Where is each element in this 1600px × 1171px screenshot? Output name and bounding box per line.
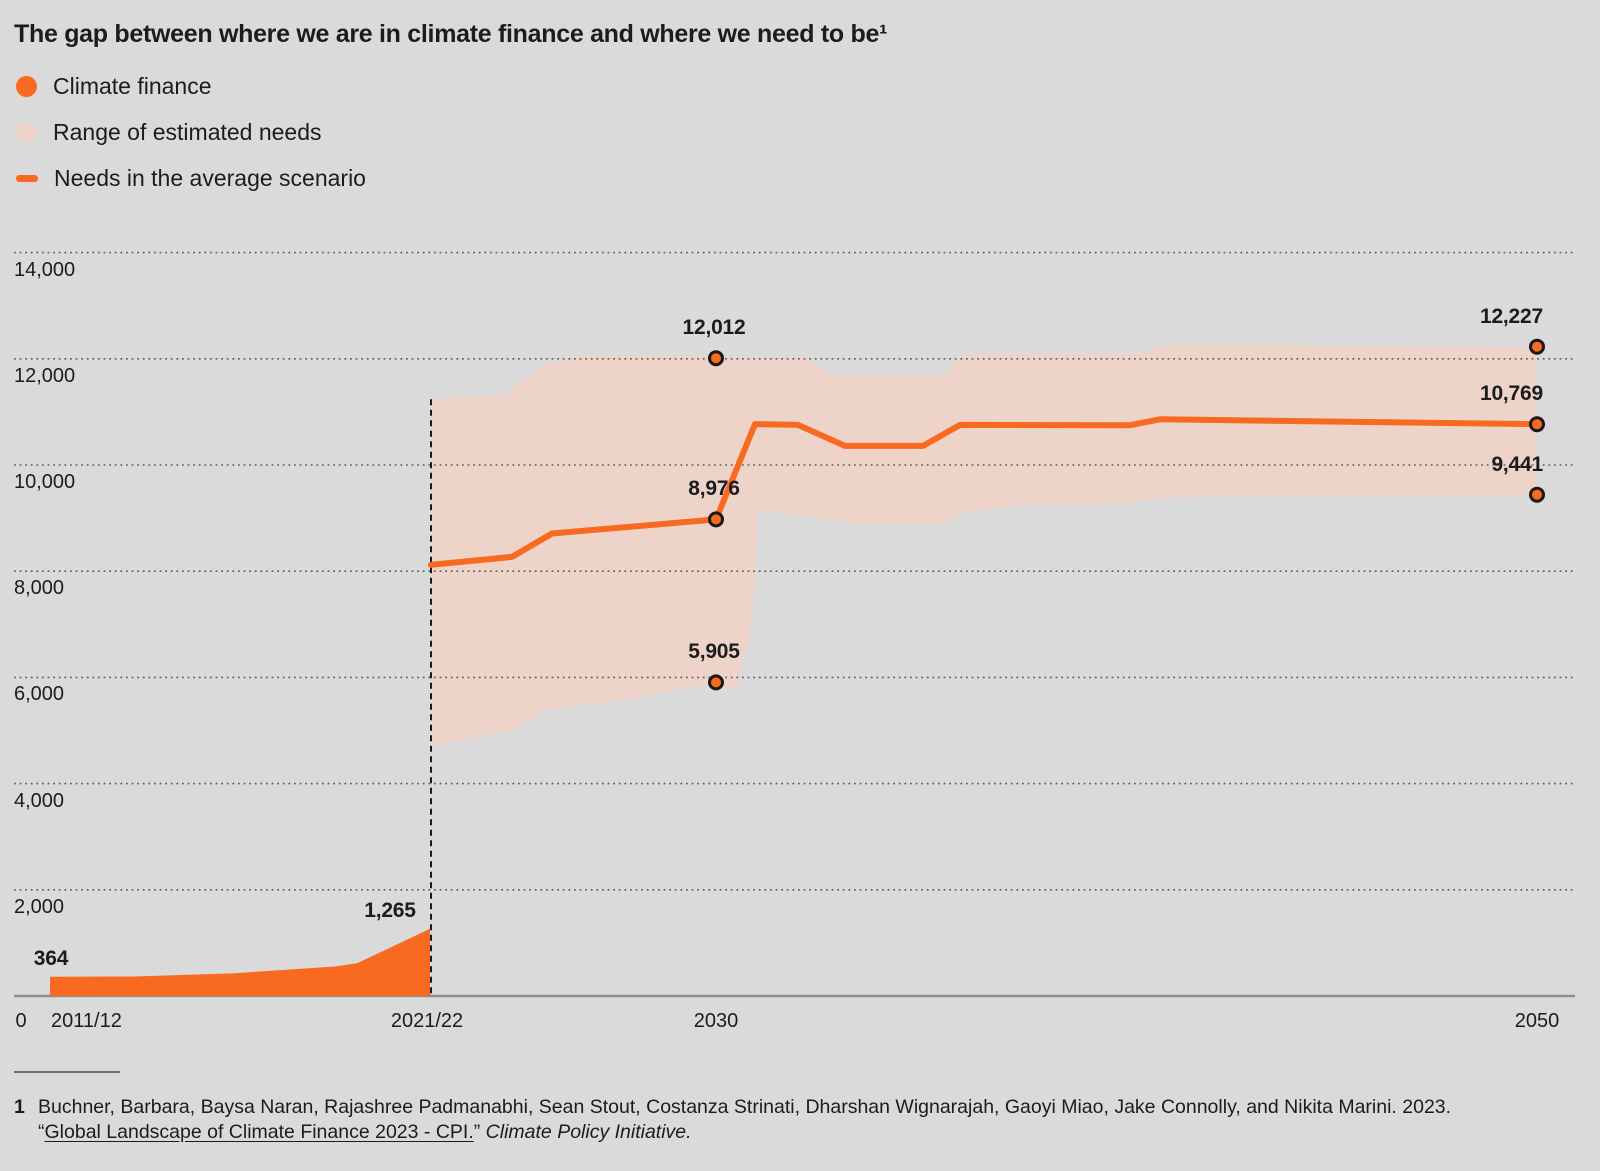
footnote-citation: Buchner, Barbara, Baysa Naran, Rajashree… bbox=[38, 1096, 1452, 1143]
legend-item-average-scenario: Needs in the average scenario bbox=[16, 155, 366, 201]
footnote-divider bbox=[14, 1071, 120, 1073]
legend-label-range-of-needs: Range of estimated needs bbox=[53, 119, 322, 145]
average-scenario-line-icon bbox=[16, 174, 38, 182]
footnote-marker: 1 bbox=[14, 1096, 25, 1118]
legend-label-average-scenario: Needs in the average scenario bbox=[54, 165, 366, 191]
average-scenario-line bbox=[428, 416, 1540, 568]
climate-finance-area bbox=[50, 928, 430, 996]
data-point-dot-5,905 bbox=[708, 674, 724, 691]
footnote: 1 Buchner, Barbara, Baysa Naran, Rajashr… bbox=[14, 1095, 1514, 1145]
legend-item-climate-finance: Climate finance bbox=[16, 63, 366, 109]
legend-item-range-of-needs: Range of estimated needs bbox=[16, 109, 366, 155]
data-point-dot-12,012 bbox=[708, 350, 724, 367]
climate-finance-dot-icon bbox=[16, 75, 37, 97]
data-point-dot-9,441 bbox=[1529, 486, 1545, 503]
chart-title: The gap between where we are in climate … bbox=[14, 20, 888, 48]
estimated-needs-band bbox=[431, 345, 1537, 746]
footnote-source: Climate Policy Initiative. bbox=[485, 1121, 692, 1143]
footnote-link[interactable]: Global Landscape of Climate Finance 2023… bbox=[44, 1121, 474, 1143]
range-of-needs-dot-icon bbox=[16, 121, 37, 143]
legend-label-climate-finance: Climate finance bbox=[53, 73, 212, 99]
data-point-dot-10,769 bbox=[1529, 416, 1545, 433]
footnote-text: Buchner, Barbara, Baysa Naran, Rajashree… bbox=[38, 1095, 1514, 1145]
legend: Climate finance Range of estimated needs… bbox=[16, 63, 366, 201]
footnote-close-quote: ” bbox=[473, 1121, 486, 1143]
data-point-dot-12,227 bbox=[1529, 338, 1545, 355]
data-point-dot-8,976 bbox=[708, 511, 724, 528]
